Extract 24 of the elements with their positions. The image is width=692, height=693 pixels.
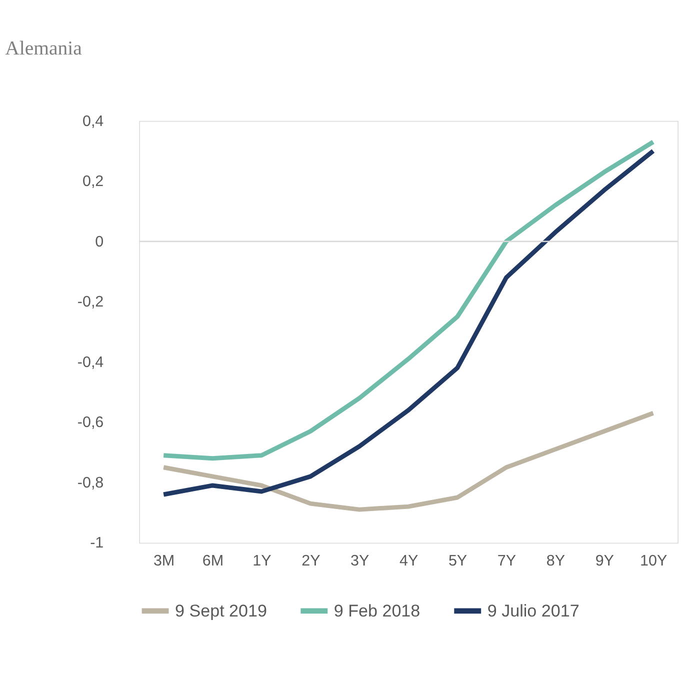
- x-tick-label: 1Y: [252, 552, 272, 570]
- y-tick-label: -0,2: [77, 294, 104, 311]
- y-tick-label: -0,6: [77, 414, 104, 432]
- y-tick-label: -0,8: [77, 474, 104, 492]
- x-tick-label: 5Y: [448, 552, 468, 570]
- x-tick-label: 6M: [202, 552, 224, 570]
- legend-label: 9 Sept 2019: [175, 601, 267, 620]
- x-tick-label: 7Y: [497, 552, 516, 570]
- x-tick-label: 10Y: [640, 552, 668, 570]
- legend-label: 9 Feb 2018: [334, 601, 420, 620]
- x-tick-label: 8Y: [546, 552, 566, 570]
- chart-title: Alemania: [5, 37, 82, 60]
- x-tick-label: 2Y: [302, 552, 320, 570]
- x-tick-label: 4Y: [400, 552, 418, 570]
- y-tick-label: 0,2: [82, 173, 104, 190]
- x-tick-label: 9Y: [595, 552, 614, 570]
- x-tick-label: 3M: [153, 552, 175, 570]
- y-tick-label: 0,4: [82, 112, 104, 130]
- legend-label: 9 Julio 2017: [487, 601, 580, 620]
- line-series: [161, 410, 656, 512]
- y-tick-label: 0: [95, 233, 104, 250]
- x-tick-label: 3Y: [350, 552, 370, 570]
- y-tick-label: -1: [90, 534, 104, 552]
- y-tick-label: -0,4: [77, 354, 104, 371]
